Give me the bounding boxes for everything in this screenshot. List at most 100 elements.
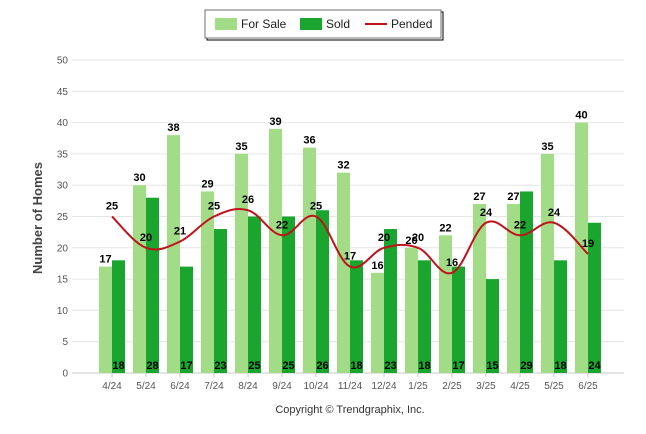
sold-bar [452, 266, 465, 373]
x-tick-label: 6/24 [170, 381, 190, 392]
pended-line [111, 208, 589, 275]
sold-value-label: 29 [520, 360, 532, 372]
for-sale-value-label: 27 [473, 191, 485, 203]
bars [99, 122, 601, 373]
x-tick-label: 5/25 [544, 381, 564, 392]
sold-value-label: 28 [146, 360, 158, 372]
for-sale-bar [99, 266, 112, 373]
sold-value-label: 25 [282, 360, 294, 372]
legend-label: Sold [326, 17, 350, 31]
for-sale-bar [133, 185, 146, 373]
for-sale-bar [269, 128, 282, 373]
for-sale-value-label: 39 [269, 116, 281, 128]
for-sale-value-label: 27 [507, 191, 519, 203]
for-sale-bar [473, 203, 486, 373]
for-sale-bar [303, 147, 316, 373]
pended-value-label: 25 [310, 201, 322, 213]
pended-value-label: 22 [276, 219, 288, 231]
sold-bar [112, 260, 125, 373]
sold-value-label: 18 [554, 360, 566, 372]
pended-value-label: 24 [480, 207, 493, 219]
y-tick-label: 30 [57, 181, 69, 192]
x-tick-label: 4/24 [102, 381, 122, 392]
for-sale-value-label: 20 [405, 235, 417, 247]
x-tick-label: 7/24 [204, 381, 224, 392]
legend-label: For Sale [241, 17, 287, 31]
copyright-footer: Copyright © Trendgraphix, Inc. [275, 404, 424, 416]
for-sale-bar [507, 203, 520, 373]
sold-value-label: 18 [112, 360, 124, 372]
y-tick-label: 20 [57, 243, 69, 254]
pended-value-label: 19 [582, 238, 594, 250]
pended-value-label: 25 [208, 201, 220, 213]
sold-bar [316, 210, 329, 373]
sold-bar [248, 216, 261, 373]
y-tick-label: 50 [57, 56, 69, 67]
sold-bar [554, 260, 567, 373]
for-sale-bar [541, 153, 554, 373]
pended-value-label: 16 [446, 257, 458, 269]
sold-value-label: 23 [214, 360, 226, 372]
sold-bar [282, 216, 295, 373]
legend-swatch [215, 18, 237, 30]
x-tick-label: 5/24 [136, 381, 156, 392]
y-tick-label: 5 [62, 337, 68, 348]
for-sale-bar [235, 153, 248, 373]
pended-value-label: 20 [412, 232, 424, 244]
for-sale-value-label: 30 [133, 172, 145, 184]
x-tick-label: 6/25 [578, 381, 598, 392]
sold-bar [180, 266, 193, 373]
sold-value-label: 18 [418, 360, 430, 372]
for-sale-value-label: 32 [337, 160, 349, 172]
sold-bar [350, 260, 363, 373]
sold-value-label: 18 [350, 360, 362, 372]
for-sale-value-label: 16 [371, 260, 383, 272]
for-sale-value-label: 35 [235, 141, 247, 153]
x-tick-label: 1/25 [408, 381, 428, 392]
for-sale-value-label: 35 [541, 141, 553, 153]
legend-swatch [300, 18, 322, 30]
legend: For Sale Sold Pended [204, 9, 444, 41]
pended-value-label: 20 [140, 232, 152, 244]
y-tick-label: 10 [57, 306, 69, 317]
sold-value-label: 25 [248, 360, 260, 372]
for-sale-bar [337, 172, 350, 373]
pended-value-label: 22 [514, 219, 526, 231]
sold-value-label: 24 [588, 360, 601, 372]
sold-value-label: 26 [316, 360, 328, 372]
y-tick-label: 25 [57, 212, 69, 223]
y-tick-label: 35 [57, 149, 69, 160]
sold-bar [520, 191, 533, 373]
y-tick-label: 40 [57, 118, 69, 129]
for-sale-bar [371, 272, 384, 373]
x-tick-label: 3/25 [476, 381, 496, 392]
for-sale-value-label: 38 [167, 122, 179, 134]
for-sale-value-label: 17 [99, 254, 111, 266]
sold-bar [214, 229, 227, 373]
for-sale-bar [167, 135, 180, 373]
sold-bar [146, 197, 159, 373]
y-axis-title: Number of Homes [30, 162, 45, 274]
x-tick-label: 4/25 [510, 381, 530, 392]
y-tick-label: 15 [57, 275, 69, 286]
y-tick-label: 0 [62, 369, 68, 380]
for-sale-bar [201, 191, 214, 373]
for-sale-value-label: 29 [201, 178, 213, 190]
legend-box [204, 9, 442, 39]
for-sale-value-label: 40 [575, 110, 587, 122]
x-tick-label: 9/24 [272, 381, 292, 392]
sold-bar [486, 279, 499, 373]
x-tick-label: 12/24 [371, 381, 396, 392]
for-sale-value-label: 36 [303, 135, 315, 147]
sold-value-label: 15 [486, 360, 498, 372]
data-labels: 17 18 30 28 38 17 29 23 35 25 39 25 36 26 32 18 16 23 20 18… [99, 110, 601, 372]
sold-value-label: 17 [180, 360, 192, 372]
pended-value-label: 26 [242, 194, 254, 206]
x-axis-ticks: 4/24 5/24 6/24 7/24 8/24 9/24 10/24 11/24 12/24 1… [102, 373, 598, 392]
sold-bar [588, 222, 601, 373]
sold-value-label: 17 [452, 360, 464, 372]
x-tick-label: 11/24 [338, 381, 363, 392]
pended-value-label: 20 [378, 232, 390, 244]
